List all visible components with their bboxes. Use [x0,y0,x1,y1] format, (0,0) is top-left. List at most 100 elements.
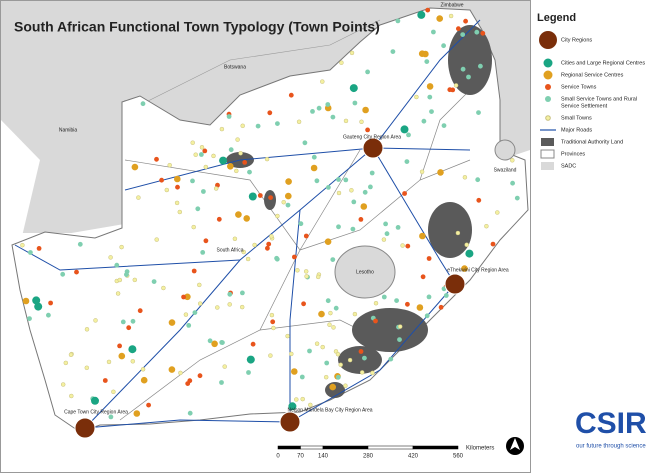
town [267,110,273,116]
town [455,230,461,236]
town [302,140,308,146]
traditional-land [264,190,276,210]
town [219,126,225,132]
traditional-land [448,25,492,95]
town [465,249,474,258]
town [448,13,454,19]
town [352,311,358,317]
town [167,162,172,168]
town [203,238,209,244]
town [328,310,333,316]
town [235,211,242,218]
town [197,373,203,379]
town [285,192,292,200]
town [466,74,471,80]
scale-segment [277,445,301,450]
country-label: Lesotho [356,269,374,275]
town [115,291,121,296]
town [405,301,410,307]
town [406,132,411,138]
town [395,225,401,230]
country-label: Namibia [59,127,78,133]
town [441,43,446,49]
town [240,123,245,129]
legend-label: Major Roads [561,127,592,133]
city-region [279,411,301,433]
town [159,177,165,183]
town [323,374,329,380]
town [438,304,444,310]
town [400,243,405,248]
province-border [299,149,361,251]
town [178,370,183,376]
town [362,189,368,195]
town [77,241,83,247]
town [349,188,354,193]
town [324,360,330,366]
town [426,294,432,300]
town [314,341,320,346]
town [291,368,298,375]
town [333,305,339,311]
town [136,195,141,200]
town [161,285,166,291]
swaziland [494,139,516,161]
town [360,203,368,210]
town [292,254,297,260]
town [186,323,192,328]
town [490,241,496,247]
town [203,164,209,170]
town [93,318,98,323]
town [296,119,302,125]
legend-symbol [543,58,553,68]
town [22,297,30,305]
legend-symbol [540,149,555,159]
legend-label: City Regions [561,37,592,43]
town [384,231,390,237]
legend: Legend City Regions Cities and Large Regi… [537,12,645,170]
town [202,148,208,154]
scale-segment [322,445,369,450]
town [308,402,313,408]
town [362,106,369,114]
town [46,312,51,318]
town [325,102,331,107]
town [447,87,453,93]
logo-name: CSIR [575,407,647,440]
town [187,410,193,416]
town [463,18,468,24]
town [69,393,74,399]
town [336,224,341,230]
town [330,114,336,120]
legend-label: Traditional Authority Land [561,139,623,145]
town [275,213,280,219]
town [68,352,74,358]
town [320,79,325,84]
town [464,242,469,248]
town [303,233,309,239]
lesotho [334,245,396,299]
town [395,18,401,24]
town [373,318,378,324]
town [211,340,218,348]
town [426,256,432,261]
town [140,376,148,384]
country-label: Botswana [224,64,246,70]
town [310,109,315,114]
town [402,191,407,196]
town [130,359,136,364]
town [60,382,66,387]
town [63,360,69,366]
town [151,279,157,284]
town [316,105,322,111]
town [264,156,270,162]
town [34,302,43,311]
town [164,187,170,193]
town [222,364,227,369]
town [226,114,232,119]
town [429,109,434,114]
town [60,271,66,277]
town [197,301,203,306]
town [106,359,112,365]
legend-symbol [539,31,557,49]
